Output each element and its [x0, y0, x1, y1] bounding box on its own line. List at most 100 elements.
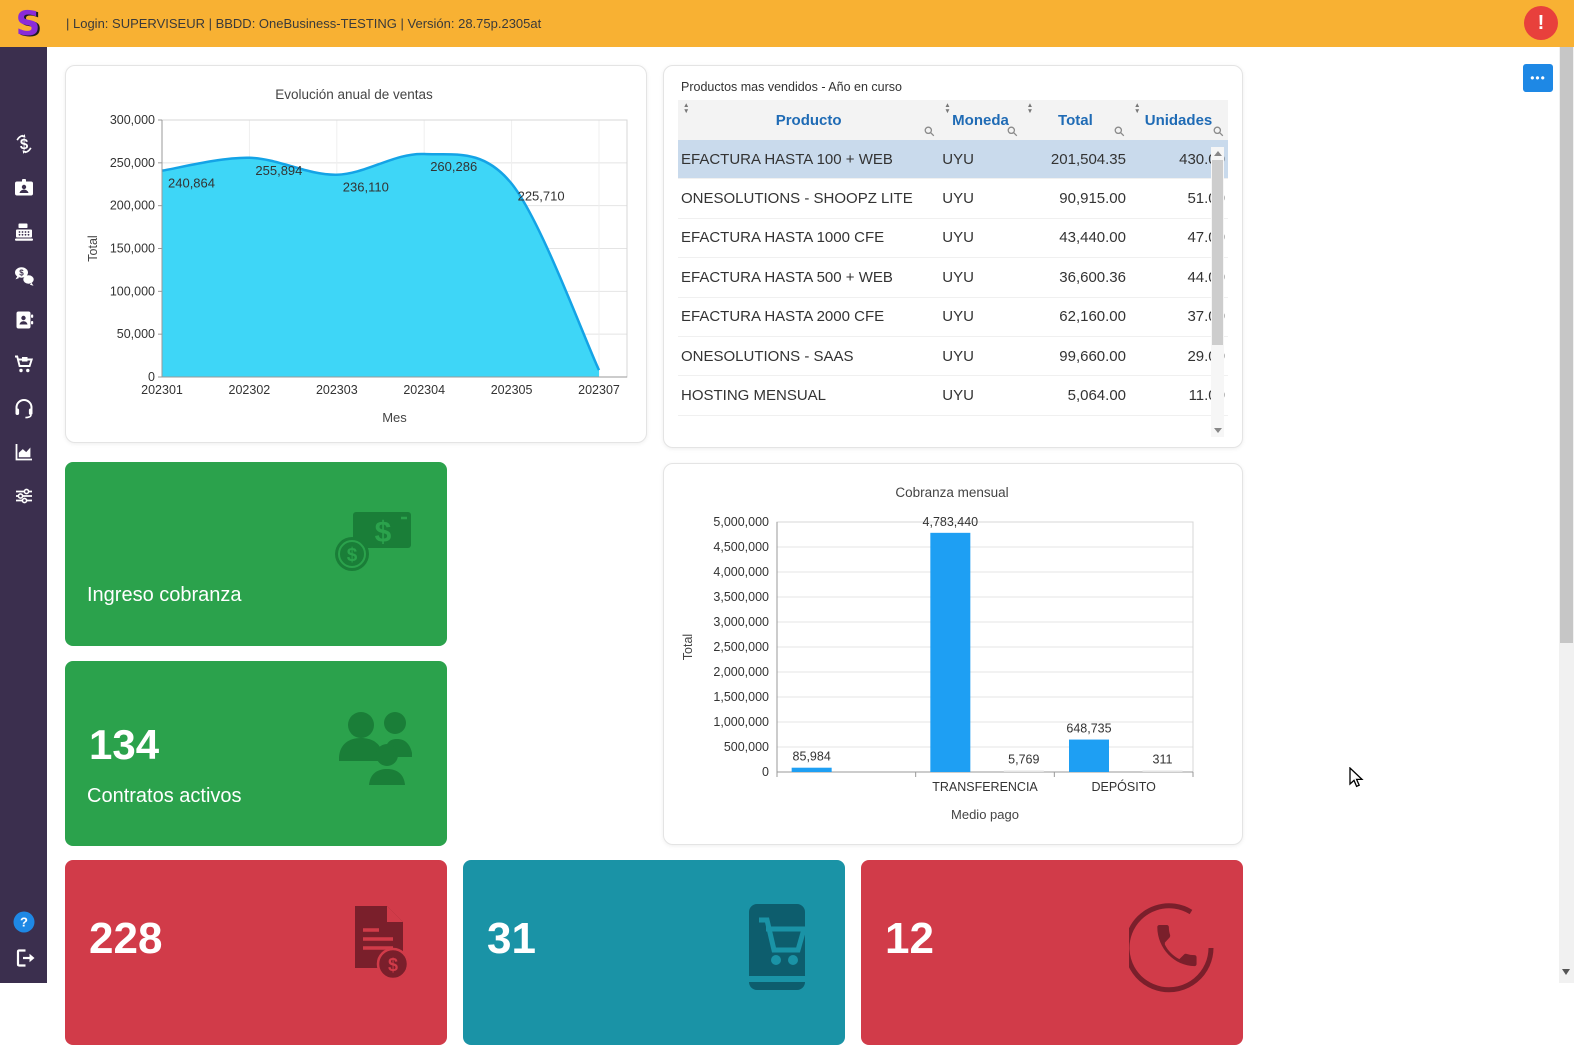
table-row[interactable]: EFACTURA HASTA 500 + WEB UYU 36,600.36 44.0…: [678, 258, 1228, 298]
column-header-moneda[interactable]: ▲ ▼ Moneda: [939, 100, 1022, 140]
svg-text:202305: 202305: [491, 383, 533, 397]
sort-icon[interactable]: ▲ ▼: [683, 102, 690, 115]
column-header-unidades[interactable]: ▲ ▼ Unidades: [1129, 100, 1228, 140]
svg-text:202303: 202303: [316, 383, 358, 397]
table-row[interactable]: EFACTURA HASTA 2000 CFE UYU 62,160.00 37.00: [678, 298, 1228, 337]
more-options-button[interactable]: •••: [1523, 64, 1553, 92]
svg-text:$: $: [388, 955, 398, 975]
help-icon: ?: [13, 911, 34, 933]
help-button[interactable]: ?: [0, 910, 47, 934]
sidebar-item-employees[interactable]: [0, 176, 47, 200]
sidebar-item-purchases[interactable]: [0, 352, 47, 376]
column-header-total[interactable]: ▲ ▼ Total: [1022, 100, 1129, 140]
svg-text:5,000,000: 5,000,000: [713, 515, 769, 529]
cell-moneda: UYU: [942, 347, 974, 365]
svg-text:300,000: 300,000: [110, 113, 155, 127]
card-value: 12: [885, 914, 934, 963]
logout-button[interactable]: [0, 946, 47, 970]
invoice-dollar-icon: $: [355, 906, 410, 981]
page-scrollbar[interactable]: [1559, 47, 1574, 983]
table-row[interactable]: EFACTURA HASTA 1000 CFE UYU 43,440.00 47.00: [678, 219, 1228, 259]
svg-text:500,000: 500,000: [724, 740, 769, 754]
sort-icon[interactable]: ▲ ▼: [944, 102, 951, 115]
svg-text:3,500,000: 3,500,000: [713, 590, 769, 604]
svg-text:Cobranza mensual: Cobranza mensual: [895, 485, 1008, 500]
table-scrollbar-thumb[interactable]: [1212, 160, 1223, 345]
scroll-down-icon[interactable]: [1562, 969, 1570, 975]
card-ingreso-cobranza[interactable]: $ $ Ingreso cobranza: [65, 462, 447, 646]
table-row[interactable]: EFACTURA HASTA 100 + WEB UYU 201,504.35 430…: [678, 140, 1228, 180]
column-header-producto[interactable]: ▲ ▼ Producto: [678, 100, 939, 140]
stat-card-calls[interactable]: 12: [861, 860, 1243, 1045]
cell-moneda: UYU: [942, 268, 974, 286]
cell-producto: EFACTURA HASTA 500 + WEB: [681, 268, 893, 286]
svg-text:Mes: Mes: [382, 410, 407, 425]
cell-producto: ONESOLUTIONS - SHOOPZ LITE: [681, 190, 913, 208]
money-chat-icon: $: [14, 267, 34, 286]
cell-moneda: UYU: [942, 387, 974, 405]
cell-total: 99,660.00: [1059, 347, 1126, 365]
svg-text:1,500,000: 1,500,000: [713, 690, 769, 704]
cash-register-icon: [14, 223, 33, 241]
scroll-down-icon[interactable]: [1214, 428, 1222, 433]
sidebar-item-settings[interactable]: [0, 484, 47, 508]
svg-text:240,864: 240,864: [168, 176, 215, 191]
sidebar-item-reports[interactable]: [0, 440, 47, 464]
sidebar-item-collections[interactable]: $: [0, 264, 47, 288]
shopping-cart-icon: [14, 355, 33, 373]
sort-icon[interactable]: ▲ ▼: [1134, 102, 1141, 115]
exclamation-icon: !: [1537, 11, 1545, 34]
products-table-body: EFACTURA HASTA 100 + WEB UYU 201,504.35 430…: [678, 140, 1228, 416]
column-label: Producto: [775, 111, 842, 129]
cell-moneda: UYU: [942, 190, 974, 208]
search-icon[interactable]: [1114, 126, 1125, 137]
svg-text:Evolución anual de ventas: Evolución anual de ventas: [275, 87, 433, 102]
svg-text:200,000: 200,000: [110, 199, 155, 213]
sidebar-item-contacts[interactable]: [0, 308, 47, 332]
logout-icon: [16, 949, 34, 967]
money-bill-coin-icon: $ $: [335, 512, 411, 571]
cell-total: 201,504.35: [1050, 150, 1126, 168]
cell-moneda: UYU: [942, 308, 974, 326]
card-value: 31: [487, 914, 536, 963]
svg-text:Total: Total: [681, 634, 695, 660]
session-status-text: | Login: SUPERVISEUR | BBDD: OneBusiness…: [66, 16, 542, 31]
svg-text:$: $: [19, 268, 24, 277]
cell-total: 62,160.00: [1059, 308, 1126, 326]
svg-text:50,000: 50,000: [117, 327, 155, 341]
table-row[interactable]: ONESOLUTIONS - SAAS UYU 99,660.00 29.00: [678, 337, 1228, 377]
search-icon[interactable]: [924, 126, 935, 137]
app-logo[interactable]: S: [15, 3, 41, 44]
sort-icon[interactable]: ▲ ▼: [1026, 102, 1034, 115]
contacts-book-icon: [16, 311, 33, 329]
search-icon[interactable]: [1007, 126, 1018, 137]
sidebar-nav: $ $: [0, 47, 47, 983]
stat-card-invoices[interactable]: $ 228: [65, 860, 447, 1045]
cobranza-bar-chart: Cobranza mensual 0 500,000 1,000,000 1,500,0…: [681, 485, 1194, 822]
scroll-up-icon[interactable]: [1214, 151, 1222, 156]
table-row[interactable]: HOSTING MENSUAL UYU 5,064.00 11.00: [678, 376, 1228, 416]
page-scrollbar-thumb[interactable]: [1560, 47, 1573, 643]
stat-card-orders[interactable]: 31: [463, 860, 845, 1045]
ellipsis-icon: •••: [1530, 71, 1546, 85]
card-contratos-activos[interactable]: 134 Contratos activos: [65, 661, 447, 846]
sidebar-item-support[interactable]: [0, 396, 47, 420]
mouse-cursor: [1349, 767, 1364, 788]
table-row[interactable]: ONESOLUTIONS - SHOOPZ LITE UYU 90,915.00 51…: [678, 179, 1228, 219]
table-scrollbar[interactable]: [1211, 147, 1224, 437]
svg-text:3,000,000: 3,000,000: [713, 615, 769, 629]
sidebar-item-sales[interactable]: $: [0, 132, 47, 156]
cell-producto: ONESOLUTIONS - SAAS: [681, 347, 854, 365]
sliders-icon: [15, 488, 32, 504]
sidebar-item-pos[interactable]: [0, 220, 47, 244]
svg-text:202302: 202302: [229, 383, 271, 397]
products-table-panel: Productos mas vendidos - Año en curso ▲ ▼…: [663, 65, 1243, 448]
alert-button[interactable]: !: [1524, 6, 1558, 40]
sidebar-bottom: ?: [0, 910, 47, 970]
sales-chart-panel: Evolución anual de ventas 202301 202302 202…: [65, 65, 647, 443]
svg-text:TRANSFERENCIA: TRANSFERENCIA: [932, 780, 1038, 794]
svg-text:150,000: 150,000: [110, 242, 155, 256]
svg-text:2,500,000: 2,500,000: [713, 640, 769, 654]
card-value: 134: [89, 721, 160, 768]
search-icon[interactable]: [1213, 126, 1224, 137]
